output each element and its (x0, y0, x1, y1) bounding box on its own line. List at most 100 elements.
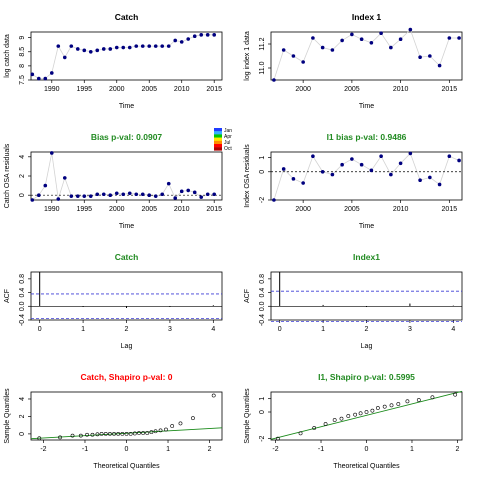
qq-point (116, 431, 121, 436)
x-axis-label: Lag (361, 343, 373, 350)
data-point (320, 169, 325, 174)
y-tick-label: -2 (259, 197, 266, 203)
data-point (147, 44, 152, 48)
series-line (273, 28, 460, 81)
y-tick-label: 0.8 (259, 274, 266, 284)
data-point (379, 31, 383, 35)
qq-point (149, 430, 154, 435)
legend-color-swatch (214, 134, 222, 138)
x-tick-label: 2 (125, 326, 129, 333)
x-tick-label: 1 (81, 326, 85, 333)
data-point (408, 151, 413, 156)
data-point (82, 48, 87, 53)
qq-point (323, 422, 328, 426)
y-tick-label: 8 (19, 64, 26, 68)
data-point (69, 194, 74, 198)
data-point (134, 44, 139, 48)
x-tick-label: 1990 (44, 206, 60, 213)
qq-point (137, 431, 141, 435)
data-point (49, 151, 54, 155)
x-tick-label: -1 (82, 446, 88, 453)
y-axis-label: ACF (244, 289, 251, 303)
plot-frame (270, 271, 463, 321)
y-tick-label: 0.0 (19, 301, 26, 311)
x-tick-label: 0 (125, 446, 129, 453)
plot-frame (270, 31, 463, 81)
plot-frame (30, 271, 223, 321)
data-point (212, 33, 217, 37)
x-tick-label: 1 (321, 326, 325, 333)
y-tick-label: -0.4 (19, 314, 26, 326)
chart-title: Bias p-val: 0.0907 (91, 132, 163, 142)
chart-title: Catch, Shapiro p-val: 0 (80, 372, 172, 382)
x-tick-label: 2 (208, 446, 212, 453)
qq-point (430, 395, 435, 400)
data-point (398, 161, 403, 166)
y-tick-label: 0.8 (19, 274, 26, 284)
data-point (88, 194, 93, 198)
qq-point (382, 404, 387, 409)
chart-title: I1, Shapiro p-val: 0.5995 (318, 372, 415, 382)
data-point (140, 192, 145, 197)
data-point (30, 72, 35, 77)
y-tick-label: 4 (19, 155, 26, 159)
qq-point (141, 431, 146, 435)
x-axis-label: Time (119, 223, 134, 230)
qq-point (164, 427, 168, 432)
data-point (134, 192, 139, 197)
chart-title: Catch (115, 252, 139, 262)
x-tick-label: 2015 (206, 86, 222, 93)
qq-point (124, 431, 129, 436)
x-tick-label: 2000 (109, 86, 125, 93)
data-point (389, 172, 393, 177)
y-tick-label: 8.5 (19, 47, 26, 57)
x-tick-label: 2010 (174, 86, 190, 93)
data-point (82, 194, 87, 198)
data-point (350, 32, 354, 37)
x-tick-label: 2005 (141, 86, 157, 93)
data-point (101, 47, 106, 51)
data-point (43, 76, 48, 81)
qq-point (332, 418, 337, 422)
x-tick-label: 2015 (206, 206, 222, 213)
qq-point (405, 399, 410, 404)
data-point (311, 36, 315, 40)
data-point (311, 154, 315, 159)
legend-color-swatch (214, 128, 222, 132)
x-tick-label: 4 (211, 326, 215, 333)
qq-point (453, 392, 458, 397)
data-point (281, 167, 286, 171)
data-point (389, 45, 393, 50)
data-point (340, 38, 344, 43)
data-point (205, 192, 210, 197)
qq-point (275, 436, 280, 441)
data-point (186, 37, 191, 41)
data-point (43, 183, 48, 188)
x-tick-label: 2 (455, 446, 459, 453)
y-tick-label: 11.0 (259, 61, 266, 74)
y-tick-label: 0 (259, 410, 266, 414)
y-tick-label: 11.2 (259, 37, 266, 50)
data-point (160, 192, 165, 197)
qq-point (353, 412, 358, 417)
data-point (186, 188, 191, 193)
chart-title: I1 bias p-val: 0.9486 (327, 132, 407, 142)
y-axis-label: Sample Quantiles (244, 388, 251, 444)
data-point (166, 44, 171, 48)
x-tick-label: -1 (318, 446, 324, 453)
plot-frame (270, 391, 463, 441)
qq-reference-line (270, 390, 463, 440)
series-line (32, 34, 215, 79)
chart-panel-8: I1, Shapiro p-val: 0.5995 -2 -1 0 1 2 -2 0 1 Theo… (244, 372, 463, 470)
x-axis-label: Theoretical Quantiles (333, 463, 400, 470)
data-point (330, 172, 335, 177)
qq-point (170, 424, 175, 428)
data-point (272, 78, 276, 82)
x-axis-label: Time (119, 103, 134, 110)
data-point (179, 189, 184, 194)
qq-point (103, 431, 108, 436)
qq-point (346, 414, 351, 418)
x-tick-label: 2005 (344, 206, 360, 213)
